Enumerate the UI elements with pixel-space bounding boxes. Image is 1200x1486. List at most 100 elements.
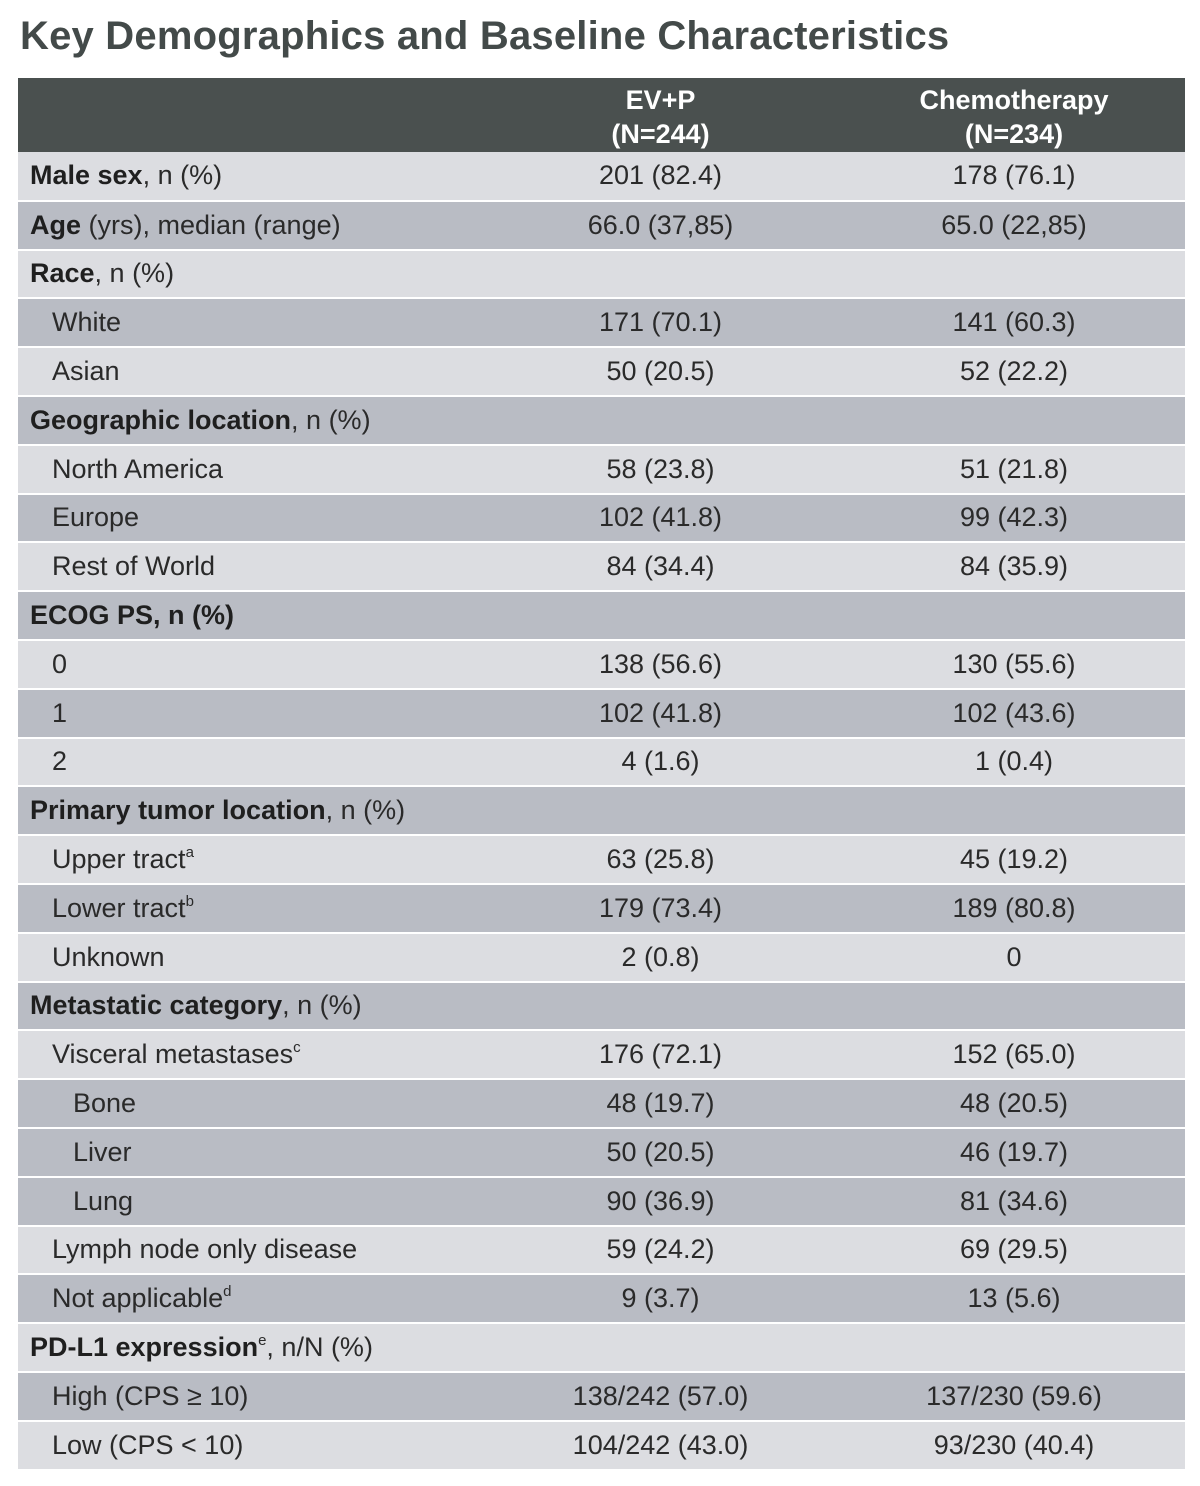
header-chemotherapy: Chemotherapy (N=234) bbox=[843, 78, 1185, 152]
chemotherapy-value: 99 (42.3) bbox=[843, 493, 1185, 544]
ev-p-value: 50 (20.5) bbox=[478, 347, 843, 397]
section-label: ECOG PS, n (%) bbox=[18, 591, 478, 641]
ev-p-value: 102 (41.8) bbox=[478, 493, 843, 544]
ev-p-value bbox=[478, 591, 843, 641]
ev-p-value: 201 (82.4) bbox=[478, 152, 843, 202]
chemotherapy-value bbox=[843, 249, 1185, 300]
page-title: Key Demographics and Baseline Characteri… bbox=[20, 14, 950, 58]
ev-p-value bbox=[478, 1323, 843, 1373]
table-row: 1 102 (41.8) 102 (43.6) bbox=[18, 688, 1185, 739]
section-label: Metastatic category, n (%) bbox=[18, 981, 478, 1032]
chemotherapy-value: 81 (34.6) bbox=[843, 1176, 1185, 1227]
baseline-characteristics-table: EV+P (N=244) Chemotherapy (N=234) Male s… bbox=[18, 78, 1185, 1471]
footnote-marker: b bbox=[185, 892, 194, 910]
table-row: Unknown 2 (0.8) 0 bbox=[18, 932, 1185, 983]
row-label: Low (CPS < 10) bbox=[18, 1420, 478, 1471]
row-label: Age (yrs), median (range) bbox=[18, 200, 478, 251]
section-label: Primary tumor location, n (%) bbox=[18, 786, 478, 837]
chemotherapy-value bbox=[843, 786, 1185, 837]
chemotherapy-value: 51 (21.8) bbox=[843, 444, 1185, 495]
row-label: White bbox=[18, 298, 478, 349]
row-label: Bone bbox=[18, 1079, 478, 1129]
row-label: 2 bbox=[18, 737, 478, 788]
table-row: Male sex, n (%) 201 (82.4) 178 (76.1) bbox=[18, 152, 1185, 202]
chemotherapy-value bbox=[843, 395, 1185, 446]
ev-p-value: 171 (70.1) bbox=[478, 298, 843, 349]
table-row: Not applicabled 9 (3.7) 13 (5.6) bbox=[18, 1274, 1185, 1325]
chemotherapy-value: 152 (65.0) bbox=[843, 1030, 1185, 1081]
row-label: Upper tracta bbox=[18, 835, 478, 885]
ev-p-value bbox=[478, 786, 843, 837]
row-label: Europe bbox=[18, 493, 478, 544]
chemotherapy-value: 130 (55.6) bbox=[843, 639, 1185, 690]
table-row: Visceral metastasesc 176 (72.1) 152 (65.… bbox=[18, 1030, 1185, 1081]
section-label: Race, n (%) bbox=[18, 249, 478, 300]
ev-p-value: 84 (34.4) bbox=[478, 542, 843, 593]
ev-p-value: 2 (0.8) bbox=[478, 932, 843, 983]
ev-p-value: 4 (1.6) bbox=[478, 737, 843, 788]
row-label: 0 bbox=[18, 639, 478, 690]
row-label: Visceral metastasesc bbox=[18, 1030, 478, 1081]
ev-p-value: 59 (24.2) bbox=[478, 1225, 843, 1276]
ev-p-value: 9 (3.7) bbox=[478, 1274, 843, 1325]
section-label: Geographic location, n (%) bbox=[18, 395, 478, 446]
table-row: Lower tractb 179 (73.4) 189 (80.8) bbox=[18, 883, 1185, 934]
ev-p-value: 104/242 (43.0) bbox=[478, 1420, 843, 1471]
table-row: High (CPS ≥ 10) 138/242 (57.0) 137/230 (… bbox=[18, 1371, 1185, 1422]
chemotherapy-value: 137/230 (59.6) bbox=[843, 1371, 1185, 1422]
header-ev-p: EV+P (N=244) bbox=[478, 78, 843, 152]
table-row: Lymph node only disease 59 (24.2) 69 (29… bbox=[18, 1225, 1185, 1276]
chemotherapy-value: 141 (60.3) bbox=[843, 298, 1185, 349]
row-label: North America bbox=[18, 444, 478, 495]
chemotherapy-value: 45 (19.2) bbox=[843, 835, 1185, 885]
header-ev-p-name: EV+P bbox=[625, 85, 696, 115]
ev-p-value: 138 (56.6) bbox=[478, 639, 843, 690]
table-row: 0 138 (56.6) 130 (55.6) bbox=[18, 639, 1185, 690]
table-row: Low (CPS < 10) 104/242 (43.0) 93/230 (40… bbox=[18, 1420, 1185, 1471]
table-row: Upper tracta 63 (25.8) 45 (19.2) bbox=[18, 835, 1185, 885]
row-label: Male sex, n (%) bbox=[18, 152, 478, 202]
section-header-row: Metastatic category, n (%) bbox=[18, 981, 1185, 1032]
section-header-row: Primary tumor location, n (%) bbox=[18, 786, 1185, 837]
chemotherapy-value: 13 (5.6) bbox=[843, 1274, 1185, 1325]
table-row: Europe 102 (41.8) 99 (42.3) bbox=[18, 493, 1185, 544]
chemotherapy-value: 46 (19.7) bbox=[843, 1127, 1185, 1178]
table-header-row: EV+P (N=244) Chemotherapy (N=234) bbox=[18, 78, 1185, 152]
header-chemotherapy-n: (N=234) bbox=[964, 119, 1064, 149]
ev-p-value: 50 (20.5) bbox=[478, 1127, 843, 1178]
section-header-row: Race, n (%) bbox=[18, 249, 1185, 300]
section-header-row: PD-L1 expressione, n/N (%) bbox=[18, 1323, 1185, 1373]
chemotherapy-value: 93/230 (40.4) bbox=[843, 1420, 1185, 1471]
row-label: High (CPS ≥ 10) bbox=[18, 1371, 478, 1422]
ev-p-value: 58 (23.8) bbox=[478, 444, 843, 495]
table-row: North America 58 (23.8) 51 (21.8) bbox=[18, 444, 1185, 495]
table-row: Rest of World 84 (34.4) 84 (35.9) bbox=[18, 542, 1185, 593]
row-label: Asian bbox=[18, 347, 478, 397]
ev-p-value bbox=[478, 249, 843, 300]
chemotherapy-value: 1 (0.4) bbox=[843, 737, 1185, 788]
row-label: Rest of World bbox=[18, 542, 478, 593]
row-label: Lung bbox=[18, 1176, 478, 1227]
section-label: PD-L1 expressione, n/N (%) bbox=[18, 1323, 478, 1373]
ev-p-value: 176 (72.1) bbox=[478, 1030, 843, 1081]
row-label: Liver bbox=[18, 1127, 478, 1178]
chemotherapy-value: 52 (22.2) bbox=[843, 347, 1185, 397]
table-row: Lung 90 (36.9) 81 (34.6) bbox=[18, 1176, 1185, 1227]
footnote-marker: d bbox=[223, 1283, 232, 1301]
row-label: Unknown bbox=[18, 932, 478, 983]
header-chemotherapy-name: Chemotherapy bbox=[919, 85, 1109, 115]
chemotherapy-value: 102 (43.6) bbox=[843, 688, 1185, 739]
table-row: White 171 (70.1) 141 (60.3) bbox=[18, 298, 1185, 349]
chemotherapy-value: 0 bbox=[843, 932, 1185, 983]
chemotherapy-value: 48 (20.5) bbox=[843, 1079, 1185, 1129]
chemotherapy-value bbox=[843, 591, 1185, 641]
ev-p-value bbox=[478, 395, 843, 446]
ev-p-value: 66.0 (37,85) bbox=[478, 200, 843, 251]
row-label: Lower tractb bbox=[18, 883, 478, 934]
table-row: Bone 48 (19.7) 48 (20.5) bbox=[18, 1079, 1185, 1129]
row-label: Not applicabled bbox=[18, 1274, 478, 1325]
chemotherapy-value bbox=[843, 1323, 1185, 1373]
table-row: Liver 50 (20.5) 46 (19.7) bbox=[18, 1127, 1185, 1178]
section-header-row: ECOG PS, n (%) bbox=[18, 591, 1185, 641]
